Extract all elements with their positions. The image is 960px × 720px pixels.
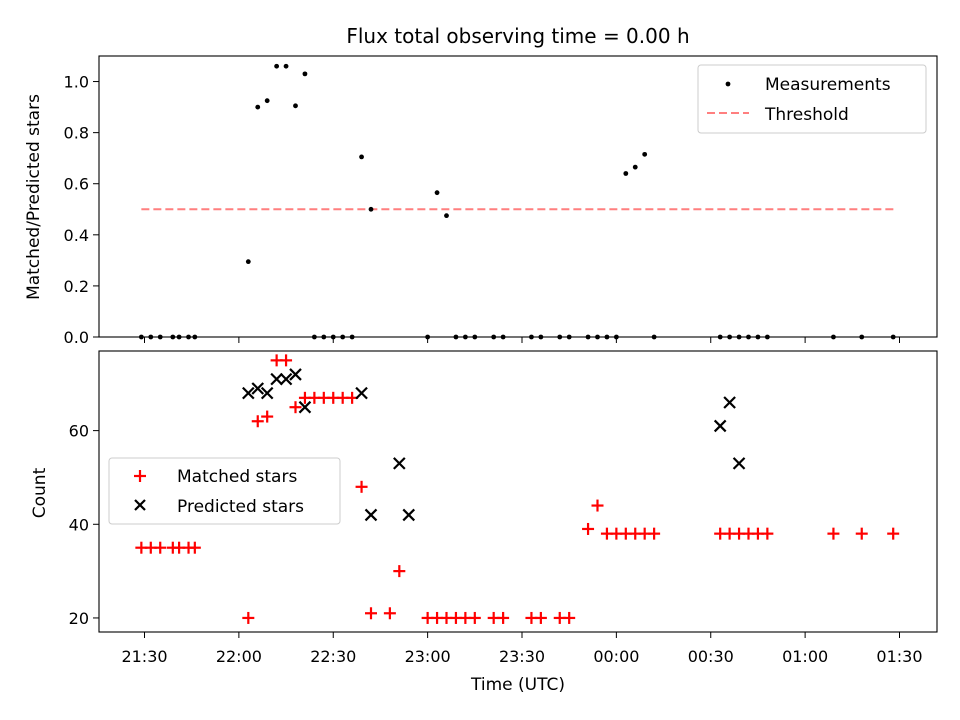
matched-star-point	[188, 541, 201, 554]
x-tick-label: 21:30	[121, 647, 167, 666]
measurement-point	[632, 164, 638, 170]
matched-star-point	[827, 527, 840, 540]
bottom-legend-box	[108, 457, 341, 525]
predicted-star-point	[355, 386, 368, 400]
x-tick-label: 23:30	[499, 647, 545, 666]
x-tick-label: 00:00	[593, 647, 639, 666]
top-y-tick-label: 1.0	[64, 73, 89, 92]
matched-star-point	[497, 611, 510, 624]
top-y-tick-label: 0.0	[64, 328, 89, 347]
top-panel: 0.0 0.2 0.4 0.6 0.8 1.0 Matched/Predicted sta…	[24, 55, 938, 347]
count-points	[135, 354, 900, 624]
matched-star-point	[855, 527, 868, 540]
matched-legend-label: Matched stars	[177, 467, 297, 487]
top-x-ticks	[144, 337, 900, 343]
matched-star-point	[761, 527, 774, 540]
matched-star-point	[383, 607, 396, 620]
x-axis-label: Time (UTC)	[470, 675, 565, 695]
x-tick-label: 22:00	[216, 647, 262, 666]
top-y-tick-label: 0.8	[64, 124, 89, 143]
measurement-point	[359, 154, 364, 160]
chart-title: Flux total observing time = 0.00 h	[346, 24, 689, 48]
matched-star-point	[468, 611, 481, 624]
matched-star-point	[582, 522, 595, 535]
predicted-legend-label: Predicted stars	[177, 497, 304, 517]
measurement-point	[245, 259, 251, 265]
matched-star-point	[534, 611, 547, 624]
matched-star-point	[355, 480, 368, 493]
top-y-tick-label: 0.6	[64, 175, 89, 194]
matched-star-point	[364, 607, 377, 620]
predicted-star-point	[298, 400, 312, 414]
measurements-legend-label: Measurements	[765, 75, 891, 95]
top-legend: Measurements Threshold	[697, 64, 927, 134]
predicted-star-point	[393, 457, 406, 470]
top-y-ticks: 0.0 0.2 0.4 0.6 0.8 1.0	[64, 73, 99, 347]
measurement-points	[138, 63, 896, 340]
matched-star-point	[648, 527, 661, 540]
predicted-star-point	[242, 386, 255, 400]
bottom-panel: 20 40 60 21:30 22:00 22:30 23:00 23:30 00:00 00:…	[30, 350, 938, 695]
measurement-point	[434, 190, 440, 196]
measurement-point	[642, 151, 648, 157]
bottom-x-ticks: 21:30 22:00 22:30 23:00 23:30 00:00 00:30 01:00…	[121, 632, 923, 666]
bottom-y-axis-label: Count	[30, 467, 50, 518]
predicted-star-point	[260, 386, 274, 400]
matched-star-point	[289, 401, 302, 414]
top-legend-box	[697, 64, 927, 134]
matched-star-point	[251, 415, 264, 428]
predicted-star-point	[723, 396, 736, 409]
top-y-tick-label: 0.2	[64, 277, 89, 296]
x-tick-label: 22:30	[310, 647, 356, 666]
x-tick-label: 23:00	[405, 647, 451, 666]
predicted-star-point	[270, 372, 283, 386]
predicted-star-point	[251, 382, 265, 395]
bottom-y-tick-label: 20	[69, 609, 89, 628]
x-tick-label: 01:30	[876, 647, 922, 666]
measurement-point	[444, 213, 449, 219]
matched-star-point	[393, 565, 406, 578]
matched-star-point	[154, 541, 167, 554]
predicted-star-point	[402, 508, 416, 522]
bottom-y-ticks: 20 40 60	[69, 422, 99, 628]
top-y-tick-label: 0.4	[64, 226, 89, 245]
bottom-legend: Matched stars Predicted stars	[108, 457, 341, 525]
top-y-axis-label: Matched/Predicted stars	[24, 94, 44, 300]
matched-star-point	[280, 354, 293, 367]
measurement-point	[293, 103, 298, 109]
measurement-point	[274, 63, 280, 69]
matched-legend-marker	[134, 470, 146, 482]
bottom-y-tick-label: 40	[69, 515, 89, 534]
measurements-legend-marker	[725, 81, 731, 87]
measurement-point	[368, 206, 374, 212]
bottom-axes-frame	[98, 350, 938, 633]
matched-star-point	[887, 527, 900, 540]
x-tick-label: 01:00	[782, 647, 828, 666]
predicted-legend-marker	[134, 499, 146, 511]
x-tick-label: 00:30	[688, 647, 734, 666]
predicted-star-point	[732, 457, 746, 470]
measurement-point	[302, 71, 308, 77]
matched-star-point	[591, 499, 604, 512]
measurement-point	[255, 104, 261, 110]
measurement-point	[264, 98, 270, 104]
matched-star-point	[563, 611, 576, 624]
bottom-y-tick-label: 60	[69, 422, 89, 441]
predicted-star-point	[364, 508, 378, 522]
predicted-star-point	[713, 419, 727, 433]
threshold-legend-label: Threshold	[764, 105, 849, 125]
measurement-point	[283, 63, 289, 69]
predicted-star-point	[279, 372, 293, 386]
top-axes-frame	[98, 55, 938, 338]
matched-star-point	[242, 611, 255, 624]
predicted-star-point	[289, 368, 302, 381]
matched-star-point	[261, 410, 274, 423]
measurement-point	[623, 171, 629, 176]
